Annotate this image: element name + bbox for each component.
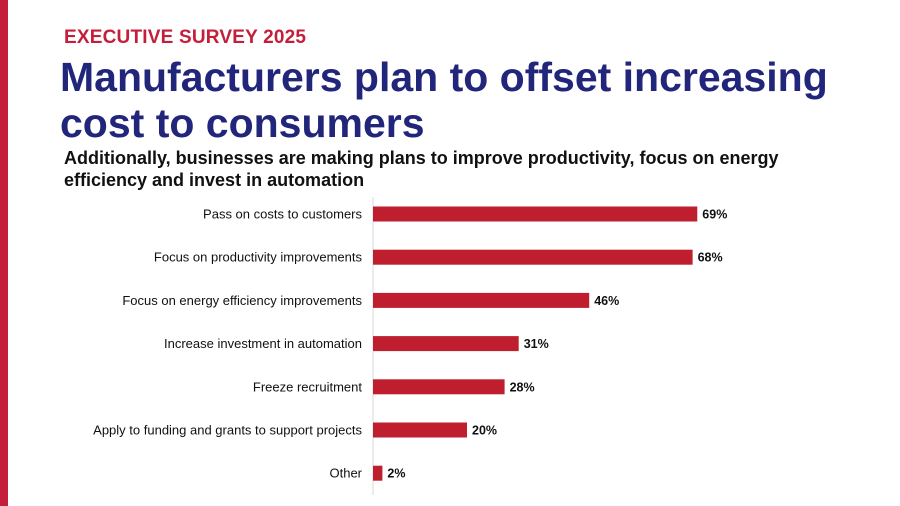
data-label: 28% [510, 380, 535, 394]
category-label: Apply to funding and grants to support p… [93, 423, 362, 438]
bar [373, 292, 590, 308]
data-label: 20% [472, 424, 497, 438]
data-label: 68% [698, 251, 723, 265]
category-label: Pass on costs to customers [203, 207, 362, 222]
data-label: 31% [524, 337, 549, 351]
category-label: Freeze recruitment [253, 379, 362, 394]
data-label: 2% [387, 467, 405, 481]
bar [373, 465, 383, 481]
bar [373, 206, 698, 222]
category-label: Focus on energy efficiency improvements [122, 293, 362, 308]
category-label: Other [329, 466, 362, 481]
bar [373, 379, 505, 395]
category-label: Focus on productivity improvements [154, 250, 363, 265]
page-subtitle: Additionally, businesses are making plan… [64, 148, 779, 190]
data-label: 69% [702, 208, 727, 222]
page-title: Manufacturers plan to offset increasing … [60, 54, 828, 146]
bar [373, 336, 519, 352]
bar-chart: Pass on costs to customers 69% Focus on pr… [93, 197, 727, 495]
eyebrow-label: EXECUTIVE SURVEY 2025 [64, 27, 307, 48]
data-label: 46% [594, 294, 619, 308]
bar [373, 249, 693, 265]
category-label: Increase investment in automation [164, 336, 362, 351]
left-accent-bar [0, 0, 8, 506]
bar [373, 422, 467, 438]
